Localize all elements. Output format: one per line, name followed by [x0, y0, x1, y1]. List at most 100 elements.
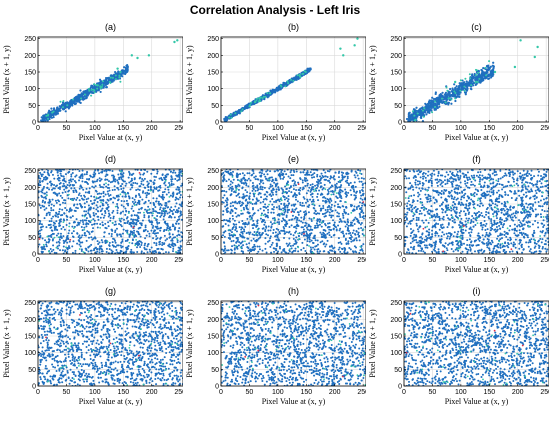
data-point	[59, 204, 61, 206]
data-point	[50, 207, 52, 209]
data-point	[81, 180, 83, 182]
data-point	[62, 106, 64, 108]
data-point	[303, 247, 305, 249]
data-point	[120, 246, 122, 248]
data-point	[478, 78, 480, 80]
data-point	[280, 203, 282, 205]
data-point	[108, 210, 110, 212]
data-point	[77, 97, 79, 99]
x-tick-label: 200	[146, 125, 158, 132]
data-point	[482, 67, 484, 69]
data-point	[134, 219, 136, 221]
data-point	[311, 201, 313, 203]
data-point	[313, 176, 315, 178]
data-point	[242, 231, 244, 233]
data-point	[97, 210, 99, 212]
data-point	[339, 247, 341, 249]
data-point	[266, 95, 268, 97]
data-point	[120, 185, 122, 187]
data-point	[329, 214, 331, 216]
data-point	[80, 184, 82, 186]
data-point	[42, 206, 44, 208]
data-point	[254, 231, 256, 233]
data-point	[258, 100, 260, 102]
data-point	[109, 242, 111, 244]
data-point	[85, 219, 87, 221]
data-point	[345, 233, 347, 235]
data-point	[307, 172, 309, 174]
data-point	[54, 252, 56, 254]
data-point	[329, 246, 331, 248]
data-point	[242, 251, 244, 253]
data-point	[334, 222, 336, 224]
data-point	[46, 187, 48, 189]
data-point	[60, 175, 62, 177]
data-point	[290, 185, 292, 187]
data-point	[275, 231, 277, 233]
data-point	[96, 196, 98, 198]
data-point	[159, 216, 161, 218]
data-point	[95, 237, 97, 239]
data-point	[177, 241, 179, 243]
data-point	[357, 233, 359, 235]
data-point	[295, 196, 297, 198]
data-point	[88, 192, 90, 194]
data-point	[151, 223, 153, 225]
data-point	[305, 71, 307, 73]
data-point	[150, 230, 152, 232]
data-point	[43, 179, 45, 181]
data-point	[164, 235, 166, 237]
data-point	[83, 227, 85, 229]
data-point	[82, 189, 84, 191]
data-point	[86, 240, 88, 242]
data-point	[472, 77, 474, 79]
data-point	[141, 252, 143, 254]
data-point	[139, 212, 141, 214]
data-point	[484, 67, 486, 69]
data-point	[107, 241, 109, 243]
data-point	[152, 237, 154, 239]
data-point	[230, 205, 232, 207]
data-point	[93, 187, 95, 189]
data-point	[163, 183, 165, 185]
data-point	[45, 243, 47, 245]
y-axis-label: Pixel Value (x + 1, y)	[2, 45, 11, 114]
data-point	[164, 212, 166, 214]
data-point	[310, 246, 312, 248]
data-point	[128, 234, 130, 236]
data-point	[143, 214, 145, 216]
data-point	[232, 205, 234, 207]
data-point	[75, 181, 77, 183]
data-point	[41, 246, 43, 248]
data-point	[69, 247, 71, 249]
data-point	[338, 215, 340, 217]
data-point	[90, 176, 92, 178]
data-point	[73, 204, 75, 206]
data-point	[278, 89, 280, 91]
data-point	[103, 236, 105, 238]
data-point	[120, 235, 122, 237]
data-point	[267, 212, 269, 214]
data-point	[136, 246, 138, 248]
data-point	[132, 238, 134, 240]
data-point	[152, 232, 154, 234]
data-point	[105, 80, 107, 82]
data-point	[281, 220, 283, 222]
data-point	[275, 239, 277, 241]
data-point	[56, 229, 58, 231]
data-point	[84, 216, 86, 218]
data-point	[239, 196, 241, 198]
data-point	[423, 107, 425, 109]
data-point	[72, 98, 74, 100]
data-point	[111, 170, 113, 172]
data-point	[294, 181, 296, 183]
data-point	[453, 83, 455, 85]
data-point	[87, 250, 89, 252]
data-point	[350, 182, 352, 184]
data-point	[445, 92, 447, 94]
data-point	[149, 202, 151, 204]
data-point	[437, 103, 439, 105]
subplot-b: (b)050100150200250050100150200250Pixel V…	[183, 18, 366, 153]
data-point	[228, 225, 230, 227]
data-point	[60, 101, 62, 103]
